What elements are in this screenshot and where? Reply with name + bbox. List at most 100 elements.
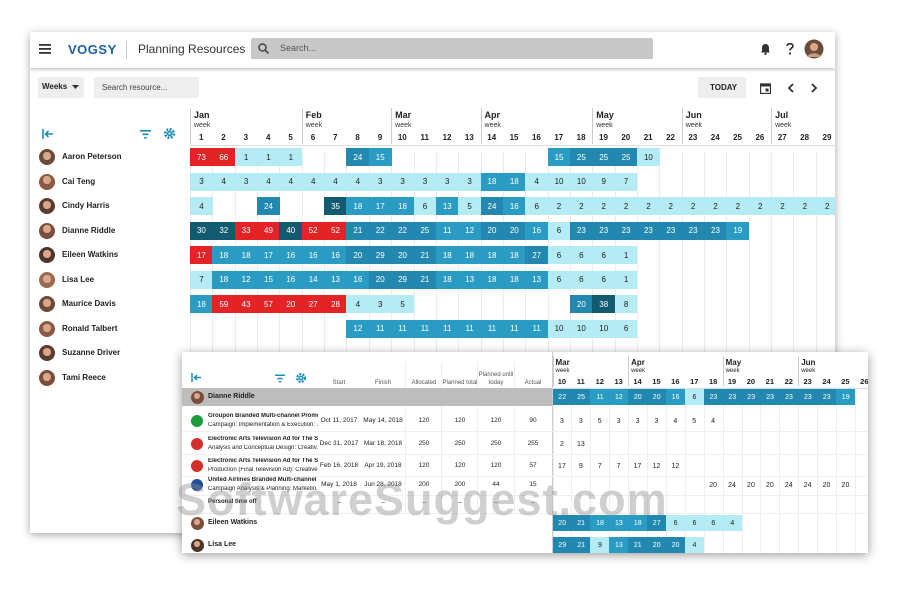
allocation-cell: 1 [614,270,638,289]
grid-line [609,388,611,553]
collapse-button[interactable] [191,373,202,382]
allocation-cell: 22 [391,221,414,240]
allocation-cell: 7 [190,270,213,289]
collapse-button[interactable] [42,129,54,139]
allocation-cell: 13 [435,197,459,216]
avatar [39,173,55,190]
week-caption: week [194,122,211,129]
allocation-cell: 2 [659,197,683,216]
settings-button[interactable] [296,373,306,383]
logo[interactable]: VOGSY [68,42,117,57]
task-name: Analysis and Conceptual Design: Creativ.… [208,444,318,451]
week-number: 20 [746,377,756,386]
week-number: 28 [800,133,810,142]
allocation-cell: 15 [368,148,392,166]
allocation-value: 20 [822,481,831,489]
column-header: Allocated [411,380,437,386]
month-separator [480,108,482,144]
week-number: 24 [710,133,720,142]
month-label: May [596,110,614,120]
calendar-button[interactable] [760,82,771,94]
settings-button[interactable] [164,128,175,139]
table-cell: – [494,499,498,506]
allocation-cell: 6 [684,515,705,531]
split-line [551,352,553,553]
allocation-cell: 21 [628,537,648,553]
week-number: 15 [652,377,661,386]
month-label: May [725,358,742,367]
allocation-cell: 10 [592,319,616,338]
today-button[interactable]: TODAY [698,77,746,98]
grid-line [279,152,281,533]
table-cell: – [458,499,462,506]
search-bar[interactable]: Search... [251,38,653,59]
allocation-cell: 23 [659,221,683,240]
filter-button[interactable] [140,129,151,139]
project-name: Electronic Arts Television Ad for The Si… [208,458,318,464]
menu-button[interactable] [39,43,51,55]
allocation-cell: 4 [190,197,213,216]
allocation-cell: 23 [798,389,818,405]
resource-search[interactable]: Search resource... [94,77,199,98]
column-separator [405,362,406,512]
view-select[interactable]: Weeks [38,77,84,98]
allocation-cell: 23 [704,221,727,240]
avatar-face [43,200,51,209]
allocation-value: 24 [803,481,812,489]
grid-line [798,388,800,553]
grid-line [190,152,191,533]
allocation-cell: 16 [301,246,325,265]
allocation-cell: 21 [413,270,437,289]
allocation-cell: 6 [547,246,571,265]
allocation-cell: 14 [301,270,325,289]
task-name: Production (Final Television Ad): Creati… [208,466,318,473]
allocation-cell: 18 [480,270,504,289]
allocation-value: 2 [559,440,564,448]
week-number: 8 [355,133,360,142]
allocation-value: 20 [709,481,718,489]
allocation-cell: 4 [212,172,236,191]
allocation-cell: 38 [592,295,616,314]
user-avatar[interactable] [804,39,824,59]
allocation-value: 4 [711,417,716,425]
project-name: Personal time off [208,499,257,505]
avatar-face [43,151,51,160]
allocation-cell: 23 [681,221,705,240]
week-number: 29 [822,133,832,142]
week-caption: week [395,122,412,129]
allocation-cell: 10 [637,148,660,166]
grid-line [324,152,326,533]
avatar [190,516,204,530]
previous-button[interactable] [787,83,795,93]
allocation-cell: 6 [684,389,705,405]
allocation-cell: 20 [552,515,572,531]
month-label: Jun [801,358,816,367]
table-cell: May 1, 2018 [321,481,357,488]
week-number: 22 [784,377,793,386]
table-cell: 90 [529,417,537,424]
app-title: Planning Resources [138,42,246,56]
column-separator [477,362,478,512]
next-button[interactable] [810,83,818,93]
allocation-value: 5 [597,417,602,425]
grid-line [614,152,616,533]
avatar-face [43,299,51,308]
allocation-cell: 4 [684,537,705,553]
allocation-cell: 4 [257,172,280,191]
week-number: 12 [442,133,452,142]
grid-line [592,152,594,533]
allocation-cell: 28 [324,295,347,314]
detail-window: Mar week 10 11 12 13 Apr week 14 15 16 17 18 May week 1… [182,352,868,553]
search-icon [258,43,269,54]
month-label: Mar [555,358,570,367]
month-separator [681,108,683,144]
allocation-cell: 6 [547,221,571,240]
filter-button[interactable] [275,374,285,383]
avatar-face [43,225,51,234]
month-label: Feb [305,110,322,120]
help-button[interactable] [785,42,795,56]
notifications-button[interactable] [760,43,771,55]
month-label: Mar [395,110,412,120]
allocation-cell: 18 [502,246,526,265]
grid-line [368,152,370,533]
